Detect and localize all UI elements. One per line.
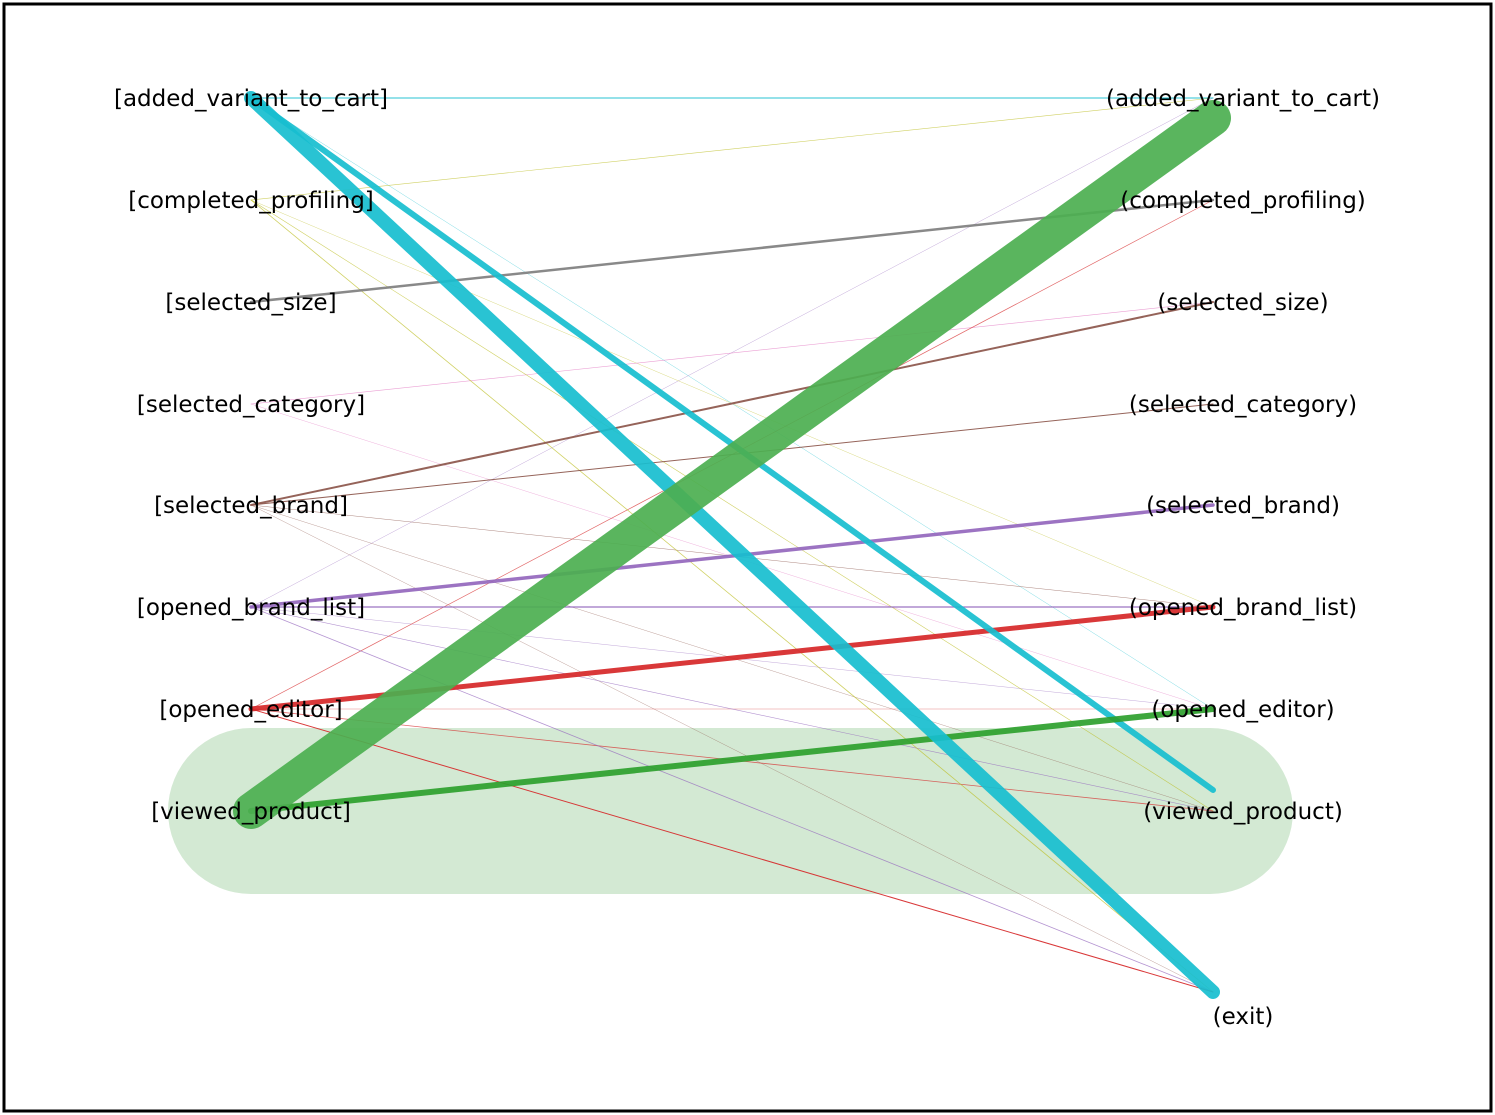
left-node-opened-brand-list: [opened_brand_list] xyxy=(137,595,365,621)
highlight-layer xyxy=(168,728,1293,894)
edge-completed-profiling-to-exit xyxy=(250,199,1214,993)
left-node-added-variant-to-cart: [added_variant_to_cart] xyxy=(114,86,388,112)
highlight-band xyxy=(168,728,1293,894)
right-node-selected-size: (selected_size) xyxy=(1157,290,1328,316)
edge-viewed-product-to-added-variant-to-cart xyxy=(233,100,1231,829)
right-node-viewed-product: (viewed_product) xyxy=(1143,799,1343,825)
left-node-viewed-product: [viewed_product] xyxy=(151,799,351,825)
right-node-selected-category: (selected_category) xyxy=(1129,392,1357,418)
left-node-completed-profiling: [completed_profiling] xyxy=(128,188,374,214)
right-node-opened-brand-list: (opened_brand_list) xyxy=(1129,595,1357,621)
edge-opened-brand-list-to-exit xyxy=(250,606,1214,993)
right-node-completed-profiling: (completed_profiling) xyxy=(1120,188,1366,214)
right-node-added-variant-to-cart: (added_variant_to_cart) xyxy=(1106,86,1380,112)
right-node-opened-editor: (opened_editor) xyxy=(1151,697,1334,723)
edge-selected-brand-to-exit xyxy=(250,504,1214,993)
edge-selected-brand-to-selected-size xyxy=(250,301,1214,506)
left-node-opened-editor: [opened_editor] xyxy=(159,697,342,723)
edge-viewed-product-to-opened-editor xyxy=(248,706,1216,814)
left-node-selected-brand: [selected_brand] xyxy=(154,493,348,519)
edge-opened-brand-list-to-selected-brand xyxy=(249,503,1215,609)
edge-completed-profiling-to-added-variant-to-cart xyxy=(250,97,1214,201)
right-node-selected-brand: (selected_brand) xyxy=(1146,493,1340,519)
edge-selected-category-to-selected-size xyxy=(250,301,1214,405)
edge-added-variant-to-cart-to-exit xyxy=(244,91,1220,999)
label-layer: [added_variant_to_cart] [completed_profil… xyxy=(114,86,1380,1030)
edge-completed-profiling-to-viewed-product xyxy=(250,199,1214,812)
right-node-exit: (exit) xyxy=(1213,1004,1274,1030)
edge-opened-brand-list-to-viewed-product xyxy=(250,606,1214,812)
edge-opened-editor-to-exit xyxy=(250,708,1214,993)
edge-layer xyxy=(233,91,1231,999)
left-node-selected-size: [selected_size] xyxy=(165,290,336,316)
left-node-selected-category: [selected_category] xyxy=(137,392,365,418)
